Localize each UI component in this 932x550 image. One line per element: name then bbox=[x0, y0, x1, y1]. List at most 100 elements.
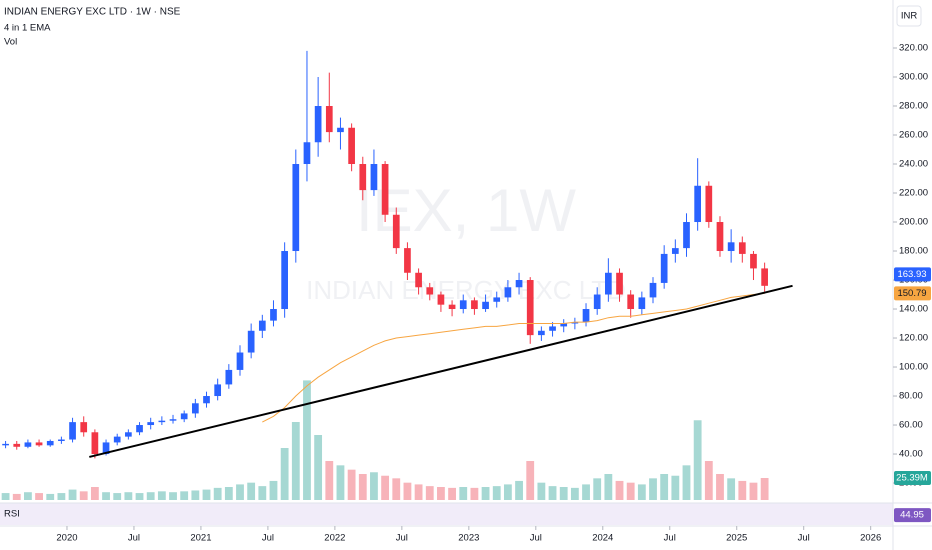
volume-bar bbox=[582, 484, 590, 500]
volume-bar bbox=[649, 478, 657, 500]
volume-bar bbox=[492, 486, 501, 500]
volume-bar bbox=[314, 435, 323, 500]
volume-bar bbox=[269, 480, 278, 500]
volume-bar bbox=[291, 422, 300, 500]
volume-bar bbox=[90, 487, 99, 500]
volume-bar bbox=[247, 482, 256, 500]
volume-bar bbox=[224, 487, 233, 500]
candle-body bbox=[761, 268, 768, 286]
candle-body bbox=[571, 322, 579, 324]
volume-bar bbox=[459, 487, 468, 500]
candle-body bbox=[35, 442, 43, 446]
volume-bar bbox=[79, 491, 88, 500]
volume-bar bbox=[515, 480, 523, 500]
candle-body bbox=[147, 422, 155, 426]
x-tick-label: 2022 bbox=[324, 533, 345, 544]
volume-bar bbox=[35, 493, 43, 500]
candle-body bbox=[638, 297, 646, 310]
volume-bar bbox=[637, 484, 646, 500]
candle-body bbox=[415, 272, 422, 288]
volume-bar bbox=[537, 482, 546, 500]
candle-body bbox=[627, 294, 635, 310]
volume-bar bbox=[57, 493, 66, 500]
volume-bar bbox=[392, 478, 401, 500]
trendline bbox=[89, 284, 793, 458]
candle-body bbox=[203, 396, 210, 404]
volume-bar bbox=[693, 420, 702, 500]
candle-body bbox=[448, 304, 456, 310]
volume-bar bbox=[202, 489, 211, 500]
volume-bar bbox=[381, 475, 390, 500]
candle-body bbox=[404, 248, 411, 273]
volume-bar bbox=[503, 484, 512, 500]
volume-bar bbox=[727, 478, 736, 500]
y-tick-label: 120.00 bbox=[899, 333, 928, 344]
legend-volume: Vol bbox=[4, 37, 17, 48]
volume-bar bbox=[437, 487, 445, 500]
candle-body bbox=[247, 330, 255, 353]
currency: INR bbox=[901, 11, 918, 22]
x-tick-label: Jul bbox=[530, 533, 542, 544]
volume-bar bbox=[559, 487, 568, 500]
volume-bar bbox=[760, 477, 769, 500]
candle-body bbox=[649, 282, 657, 298]
candle-body bbox=[504, 287, 512, 298]
volume-bar bbox=[425, 486, 434, 500]
candle-body bbox=[236, 352, 244, 370]
candle-body bbox=[738, 242, 746, 254]
volume-bar bbox=[191, 490, 200, 500]
overlay: 20.0040.0060.0080.00100.00120.00140.0016… bbox=[56, 43, 931, 544]
candle-body bbox=[727, 242, 735, 252]
volume-bar bbox=[347, 469, 356, 500]
candle-body bbox=[214, 384, 222, 397]
x-tick-label: 2021 bbox=[190, 533, 211, 544]
rsi-pane bbox=[0, 503, 893, 525]
chart-title: INDIAN ENERGY EXC LTD · 1W · NSE bbox=[4, 7, 181, 18]
candle-body bbox=[515, 280, 523, 288]
candle-body bbox=[91, 432, 99, 455]
volume-bar bbox=[604, 474, 613, 500]
y-tick-label: 260.00 bbox=[899, 130, 928, 141]
volume-bar bbox=[23, 492, 32, 500]
candle-body bbox=[325, 106, 333, 133]
x-tick-label: 2024 bbox=[592, 533, 613, 544]
y-tick-label: 40.00 bbox=[899, 449, 923, 460]
volume-last-bg bbox=[894, 470, 931, 485]
volume-bar bbox=[470, 487, 479, 500]
candle-body bbox=[426, 287, 434, 295]
y-tick-label: 80.00 bbox=[899, 391, 923, 402]
candle-body bbox=[493, 297, 501, 302]
x-tick-label: Jul bbox=[798, 533, 810, 544]
x-tick-label: Jul bbox=[128, 533, 140, 544]
candle-body bbox=[482, 301, 489, 310]
candle-body bbox=[314, 106, 322, 143]
candle-body bbox=[549, 326, 556, 331]
volume-bar bbox=[448, 487, 456, 500]
x-tick-label: 2020 bbox=[56, 533, 77, 544]
y-tick-label: 240.00 bbox=[899, 159, 928, 170]
candle-body bbox=[46, 440, 54, 446]
volume-bar bbox=[370, 472, 378, 500]
volume-bar bbox=[180, 491, 189, 500]
y-tick-label: 140.00 bbox=[899, 304, 928, 315]
candle-body bbox=[381, 164, 389, 215]
candle-body bbox=[694, 185, 702, 223]
volume-bar bbox=[704, 461, 713, 500]
y-tick-label: 220.00 bbox=[899, 188, 928, 199]
volume-bar bbox=[169, 492, 177, 500]
candle-body bbox=[593, 294, 601, 310]
candle-body bbox=[136, 425, 143, 433]
candle-body bbox=[113, 436, 121, 443]
volume-bar bbox=[236, 484, 244, 500]
volume-bar bbox=[68, 489, 77, 500]
volume-bar bbox=[113, 493, 122, 500]
watermark-symbol: IEX, 1W bbox=[356, 177, 576, 244]
volume-bar bbox=[102, 492, 110, 500]
y-tick-label: 280.00 bbox=[899, 101, 928, 112]
watermark-name: INDIAN ENERGY EXC LTD bbox=[306, 275, 626, 305]
candle-body bbox=[359, 164, 367, 191]
volume-bar bbox=[716, 474, 724, 500]
last-price-bg bbox=[894, 267, 931, 282]
volume-bar bbox=[325, 461, 334, 500]
volume-bar bbox=[46, 493, 55, 500]
